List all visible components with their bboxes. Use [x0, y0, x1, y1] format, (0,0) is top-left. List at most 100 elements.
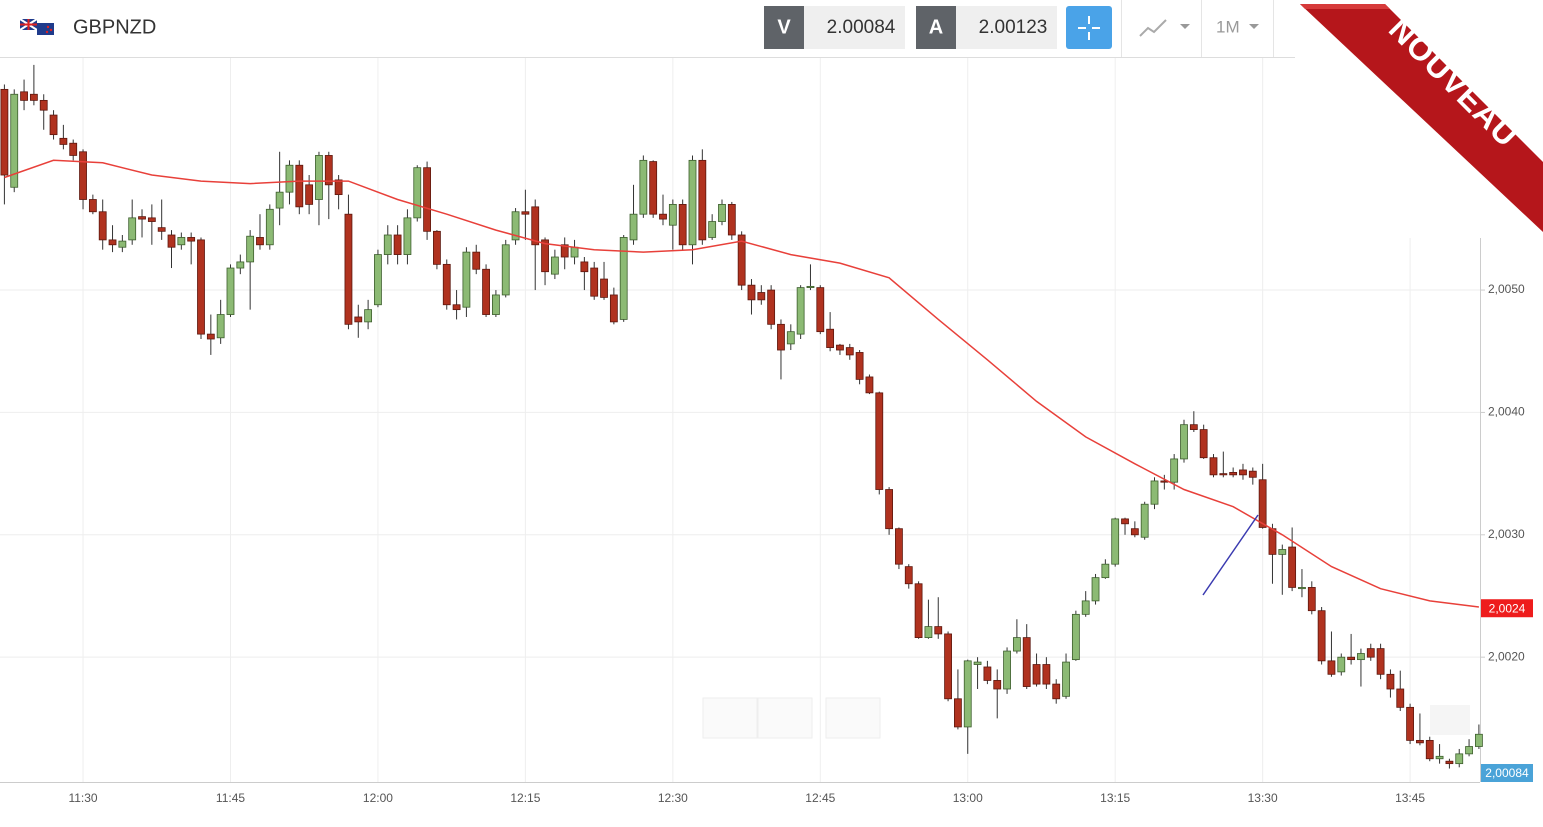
- candle-body: [315, 155, 323, 200]
- x-tick-label: 12:00: [363, 791, 393, 805]
- candle-body: [1229, 471, 1238, 476]
- candle-body: [1062, 661, 1070, 697]
- candle-body: [1091, 577, 1100, 602]
- candle-body: [1406, 706, 1414, 741]
- candle-body: [649, 161, 658, 215]
- candle-body: [924, 626, 933, 638]
- x-tick-label: 12:15: [510, 791, 540, 805]
- y-tick-label: 2,0040: [1488, 405, 1525, 419]
- candle-body: [836, 344, 844, 351]
- candle-body: [600, 278, 608, 298]
- candle-body: [570, 246, 579, 258]
- candle-body: [206, 333, 215, 340]
- candle-body: [1396, 688, 1405, 708]
- price-tag: [1481, 599, 1533, 618]
- x-tick-label: 13:45: [1395, 791, 1425, 805]
- candle-body: [187, 237, 196, 242]
- timeframe[interactable]: 1M: [1216, 17, 1240, 36]
- candle-body: [305, 184, 314, 205]
- candle-body: [885, 489, 893, 530]
- y-tick-label: 2,0030: [1488, 527, 1525, 541]
- dropdown-arrow: [1249, 24, 1259, 29]
- x-tick-label: 11:30: [68, 791, 97, 805]
- chart-type-icon[interactable]: [1139, 19, 1167, 37]
- flag: [19, 18, 54, 35]
- candle-body: [1239, 469, 1247, 476]
- candle-body: [678, 203, 687, 246]
- overlay-button[interactable]: [825, 697, 881, 739]
- candle-body: [1386, 673, 1395, 690]
- candle-body: [796, 287, 805, 335]
- candle-body: [256, 237, 264, 246]
- price-tag-label: 2,0024: [1489, 601, 1526, 615]
- candle-body: [10, 93, 19, 188]
- candle-body: [216, 314, 225, 339]
- bid-box[interactable]: [804, 6, 905, 49]
- candle-body: [875, 392, 884, 490]
- symbol: GBPNZD: [73, 16, 156, 38]
- candle-body: [1337, 656, 1346, 673]
- candle-body: [295, 164, 304, 208]
- ask-box[interactable]: [956, 6, 1057, 49]
- candle-body: [403, 217, 412, 255]
- crosshair-button[interactable]: [1066, 6, 1112, 49]
- candle-body: [1258, 479, 1267, 528]
- candle-body: [983, 666, 992, 681]
- candle-body: [521, 211, 530, 215]
- overlay-button[interactable]: [702, 697, 758, 739]
- candle-body: [1298, 587, 1306, 590]
- candle-body: [275, 191, 284, 209]
- candle-body: [393, 234, 402, 255]
- candle-body: [20, 91, 28, 101]
- overlay-button[interactable]: [757, 697, 813, 739]
- candle-body: [1416, 739, 1424, 744]
- trend-line-drawing: [1202, 514, 1259, 596]
- x-tick-label: 12:45: [805, 791, 835, 805]
- candle-body: [727, 203, 736, 236]
- candle-body: [324, 155, 333, 186]
- candle-body: [1042, 664, 1051, 685]
- price-tag: [1481, 764, 1533, 782]
- candle-body: [826, 328, 835, 348]
- overlay-button[interactable]: [1430, 705, 1470, 735]
- candle-body: [511, 211, 520, 241]
- candle-body: [944, 633, 952, 700]
- candle-body: [1327, 660, 1336, 675]
- candle-body: [1209, 457, 1218, 476]
- candle-body: [1366, 648, 1375, 658]
- x-tick-label: 11:45: [216, 791, 245, 805]
- candle-body: [629, 213, 638, 241]
- candle-body: [845, 347, 854, 356]
- candle-body: [1101, 563, 1110, 579]
- candle-body: [138, 216, 146, 220]
- candle-body: [1357, 653, 1365, 661]
- grid-layer: 11:30 11:45 12:00 12:15 12:30 12:45 13:00 13:15…: [0, 58, 1525, 805]
- candle-body: [1347, 656, 1356, 661]
- candle-body: [963, 660, 972, 728]
- candle-body: [236, 261, 245, 269]
- candle-body: [855, 352, 864, 380]
- candle-body: [88, 199, 97, 213]
- candle-body: [1052, 683, 1061, 700]
- candle-body: [1317, 610, 1326, 662]
- candle-body: [1170, 458, 1179, 483]
- candle-body: [374, 254, 382, 306]
- moving-average-line: [4, 159, 1479, 608]
- candle-body: [354, 316, 363, 323]
- candle-body: [501, 244, 510, 296]
- bid-price: 2.00084: [827, 17, 896, 38]
- candle-body: [639, 159, 648, 215]
- y-tick-label: 2,0020: [1488, 649, 1525, 663]
- candle-body: [1071, 613, 1080, 661]
- candle-body: [167, 234, 176, 248]
- candle-body: [1425, 739, 1434, 760]
- x-tick-label: 13:30: [1248, 791, 1278, 805]
- candle-body: [246, 235, 255, 263]
- candle-body: [265, 208, 274, 246]
- candle-body: [344, 213, 353, 325]
- candle-body: [786, 331, 795, 345]
- candle-body: [1032, 664, 1041, 685]
- candle-body: [452, 304, 461, 311]
- x-tick-label: 13:15: [1100, 791, 1130, 805]
- candle-body: [954, 698, 962, 728]
